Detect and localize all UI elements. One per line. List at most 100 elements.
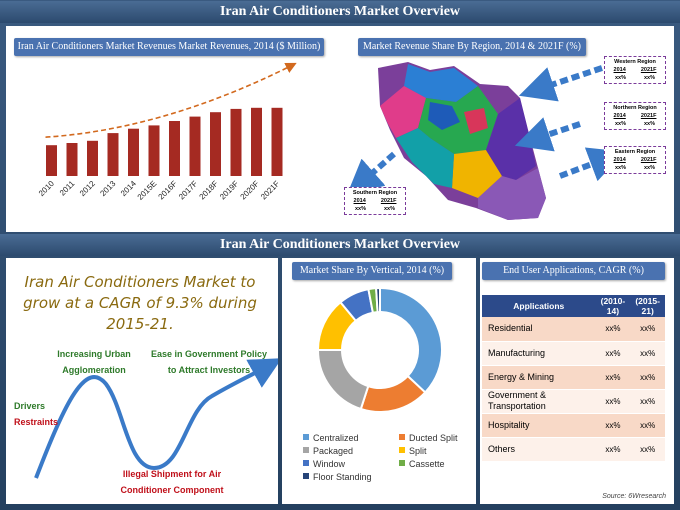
callout-western: Western Region 2014 2021F xx% xx% [604,56,666,84]
drivers-label: Drivers [14,401,46,411]
tick-label: 2018F [198,179,220,201]
drivers-restraints-curve [34,358,278,479]
arrow-western [518,65,603,102]
legend-label: Cassette [409,459,445,469]
tick-label: 2017F [177,179,199,201]
middle-banner: Iran Air Conditioners Market Overview [0,234,680,256]
bar-2020F [251,107,262,176]
source-note: Source: 6Wresearch [602,493,666,500]
app-name: Energy & Mining [482,365,596,390]
header-2015-21: (2015-21) [630,295,665,317]
app-name: Manufacturing [482,341,596,366]
legend-item-packaged: Packaged [303,446,353,456]
table-row: Hospitality xx% xx% [482,413,665,438]
bar-2013 [107,133,119,176]
cagr-2015-21: xx% [630,365,665,390]
vertical-donut-chart [316,286,443,413]
driver-government-policy: Ease in Government Policy to Attract Inv… [150,349,268,375]
table-row: Others xx% xx% [482,437,665,462]
app-name: Residential [482,317,596,342]
slice-floor-standing [375,286,381,314]
legend-label: Window [313,459,346,469]
slice-centralized [379,286,443,394]
legend-swatch [303,460,309,466]
cagr-2015-21: xx% [630,437,665,462]
table-header-row: Applications (2010-14) (2015-21) [482,295,665,317]
bar-2012 [87,140,98,176]
cagr-2010-14: xx% [595,341,631,366]
region-arrows [346,65,610,196]
legend-item-floor-standing: Floor Standing [303,472,372,482]
bar-2015E [148,125,160,176]
legend-swatch [399,447,405,453]
app-name: Others [482,437,596,462]
cagr-headline: Iran Air Conditioners Market to grow at … [23,273,257,333]
restraint-illegal-shipment: Illegal Shipment for Air Conditioner Com… [120,469,224,495]
legend-item-centralized: Centralized [303,433,359,443]
cagr-2010-14: xx% [595,413,631,438]
bar-2018F [210,112,221,176]
cagr-2010-14: xx% [595,365,631,390]
table-row: Manufacturing xx% xx% [482,341,665,366]
legend-swatch [303,447,309,453]
driver-curve [34,358,278,479]
cagr-2015-21: xx% [630,389,665,414]
table-row: Energy & Mining xx% xx% [482,365,665,390]
tick-label: 2013 [98,179,117,198]
map-region-mid [428,102,460,130]
cagr-2010-14: xx% [595,317,631,342]
driver-urban-agglomeration: Increasing Urban Agglomeration [57,349,131,375]
cagr-2010-14: xx% [595,389,631,414]
iran-region-map [378,62,546,220]
bar-2016F [169,121,180,176]
tick-label: 2016F [157,179,179,201]
bar-2014 [128,128,139,176]
legend-label: Floor Standing [313,472,372,482]
bar-2021F [271,107,283,176]
cagr-2010-14: xx% [595,437,631,462]
map-region-southeast [478,168,546,220]
tick-label: 2019F [218,179,240,201]
tick-label: 2012 [78,179,97,198]
header-2010-14: (2010-14) [595,295,631,317]
callout-northern: Northern Region 2014 2021F xx% xx% [604,102,666,130]
map-region-mid-2 [464,108,488,134]
tick-label: 2021F [259,179,281,201]
app-name: Government & Transportation [482,389,596,414]
cagr-2015-21: xx% [630,413,665,438]
map-region-south [396,128,454,188]
arrow-southern [346,151,396,196]
trend-arrow [45,62,297,138]
slice-packaged [316,349,370,411]
region-chart-title: Market Revenue Share By Region, 2014 & 2… [358,38,586,56]
bar-2017F [189,116,201,176]
tick-label: 2020F [239,179,261,201]
tick-label: 2010 [37,179,56,198]
arrow-eastern [558,147,610,182]
enduser-table-title: End User Applications, CAGR (%) [482,262,665,280]
enduser-cagr-table: Applications (2010-14) (2015-21) Residen… [482,295,665,462]
legend-item-split: Split [399,446,427,456]
bar-2010 [46,145,57,176]
revenue-bar-chart: 2010 2011 2012 2013 20142015E2016F2017F2018F… [37,62,297,202]
callout-eastern: Eastern Region 2014 2021F xx% xx% [604,146,666,174]
cagr-2015-21: xx% [630,341,665,366]
legend-swatch [303,473,309,479]
legend-label: Split [409,446,427,456]
legend-swatch [399,460,405,466]
bar-2019F [230,108,242,176]
revenue-chart-title: Iran Air Conditioners Market Revenues Ma… [14,38,324,56]
legend-label: Packaged [313,446,354,456]
table-row: Residential xx% xx% [482,317,665,342]
map-region-west [380,86,426,138]
map-region-central-2 [452,150,502,198]
map-region-north [404,64,478,102]
tick-label: 2015E [136,179,159,202]
top-banner: Iran Air Conditioners Market Overview [0,1,680,23]
legend-item-ducted-split: Ducted Split [399,433,458,443]
restraints-label: Restraints [14,417,59,427]
bar-2011 [66,143,78,176]
legend-swatch [399,434,405,440]
legend-label: Centralized [313,433,359,443]
